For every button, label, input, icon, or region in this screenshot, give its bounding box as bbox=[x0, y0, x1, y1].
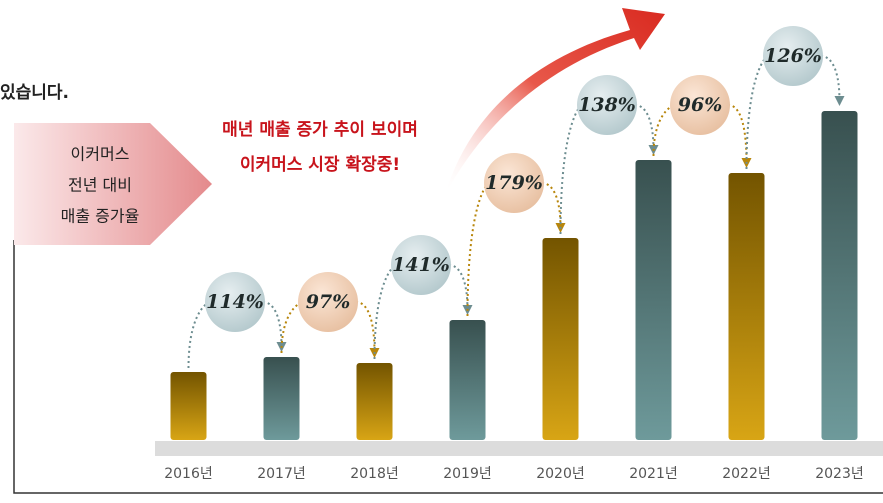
x-tick-label: 2016년 bbox=[164, 466, 213, 482]
growth-arrow bbox=[634, 104, 659, 155]
bar bbox=[728, 173, 765, 440]
growth-badge bbox=[205, 272, 265, 332]
x-tick-label: 2023년 bbox=[815, 466, 864, 482]
bar bbox=[542, 238, 579, 440]
baseline-band bbox=[155, 441, 883, 456]
growth-badge bbox=[670, 75, 730, 135]
x-tick-label: 2018년 bbox=[350, 466, 399, 482]
bar bbox=[449, 320, 486, 440]
growth-arrow bbox=[355, 301, 380, 358]
bar bbox=[821, 111, 858, 440]
growth-badge bbox=[484, 153, 544, 213]
headline: 이커머스 시장 확장중! bbox=[240, 155, 400, 175]
decorative-arrow bbox=[445, 8, 665, 195]
growth-arrow bbox=[373, 264, 396, 360]
growth-badge bbox=[391, 235, 451, 295]
callout-text: 전년 대비 bbox=[68, 176, 132, 195]
growth-arrow bbox=[280, 301, 303, 354]
growth-arrow bbox=[448, 264, 473, 315]
growth-arrow bbox=[466, 182, 489, 317]
growth-arrow bbox=[652, 104, 675, 157]
bar bbox=[263, 357, 300, 440]
growth-arrow bbox=[745, 55, 768, 170]
growth-badge bbox=[577, 75, 637, 135]
callout-text: 이커머스 bbox=[71, 145, 130, 164]
growth-arrow bbox=[262, 301, 287, 352]
growth-arrow bbox=[541, 182, 566, 233]
x-tick-label: 2017년 bbox=[257, 466, 306, 482]
intro-text: 있습니다. bbox=[0, 83, 69, 103]
growth-arrow bbox=[820, 55, 845, 106]
x-tick-label: 2021년 bbox=[629, 466, 678, 482]
growth-label: 97% bbox=[306, 291, 351, 313]
bar bbox=[635, 160, 672, 440]
x-tick-label: 2019년 bbox=[443, 466, 492, 482]
growth-label: 126% bbox=[764, 45, 822, 67]
growth-label: 96% bbox=[678, 94, 723, 116]
growth-arrow bbox=[727, 104, 752, 168]
bar bbox=[356, 363, 393, 440]
x-tick-label: 2020년 bbox=[536, 466, 585, 482]
callout-box bbox=[14, 123, 212, 245]
frame-line bbox=[13, 240, 883, 494]
bar bbox=[170, 372, 207, 440]
growth-label: 138% bbox=[578, 94, 636, 116]
growth-badge bbox=[298, 272, 358, 332]
x-tick-label: 2022년 bbox=[722, 466, 771, 482]
growth-label: 179% bbox=[485, 172, 543, 194]
growth-badge bbox=[763, 26, 823, 86]
headline: 매년 매출 증가 추이 보이며 bbox=[222, 120, 418, 140]
growth-label: 114% bbox=[206, 291, 264, 313]
growth-arrow bbox=[559, 104, 582, 235]
callout-text: 매출 증가율 bbox=[61, 207, 140, 226]
growth-label: 141% bbox=[392, 254, 450, 276]
